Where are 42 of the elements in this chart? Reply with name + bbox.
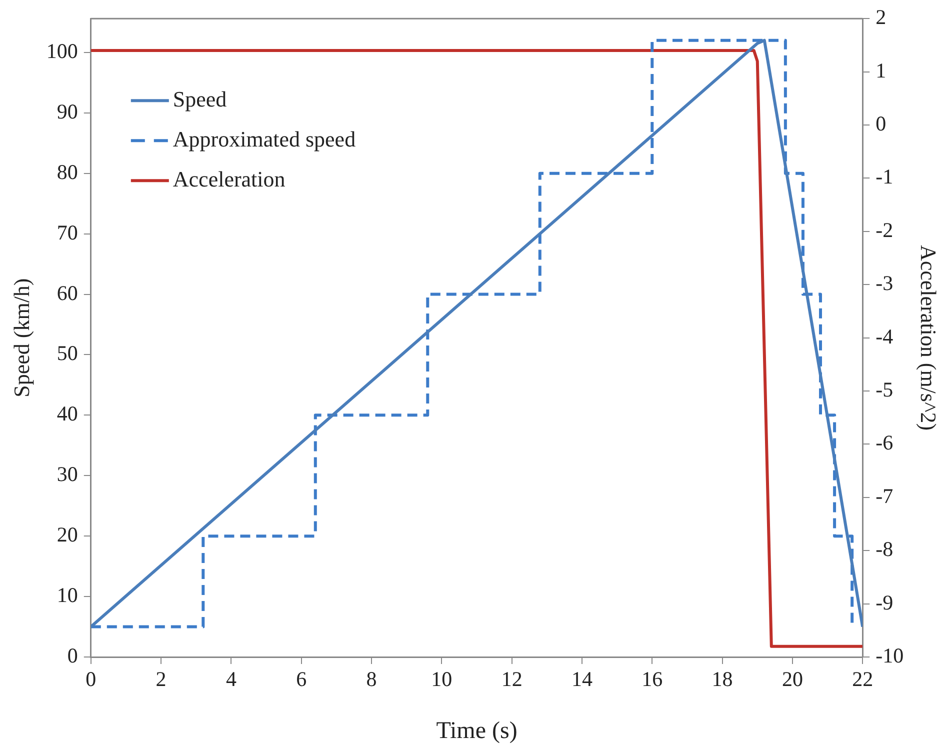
y2-tick-label: 1 — [876, 58, 886, 82]
legend-label: Speed — [172, 86, 227, 112]
x-tick-label: 6 — [296, 667, 307, 692]
y2-tick-label: -8 — [876, 537, 894, 562]
y-tick-label: 20 — [56, 522, 78, 547]
legend-label: Acceleration — [172, 166, 286, 192]
y-tick-label: 80 — [56, 160, 78, 184]
y2-axis-title: Acceleration (m/s^2) — [916, 244, 942, 431]
y2-tick-label: 0 — [876, 112, 886, 136]
y2-tick-label: -9 — [876, 590, 894, 614]
y-tick-label: 30 — [56, 462, 78, 486]
legend-label: Approximated speed — [172, 126, 356, 152]
y2-tick-label: -3 — [876, 271, 894, 296]
x-tick-label: 10 — [431, 667, 452, 692]
y-tick-label: 10 — [56, 583, 78, 608]
x-tick-label: 14 — [571, 667, 593, 692]
x-tick-label: 20 — [782, 667, 803, 692]
y-axis-title: Speed (km/h) — [8, 278, 34, 398]
x-tick-label: 22 — [852, 667, 874, 692]
x-tick-label: 0 — [86, 667, 96, 692]
y2-tick-label: -1 — [876, 164, 894, 189]
y2-tick-label: -10 — [876, 644, 904, 668]
y-tick-label: 70 — [56, 220, 78, 244]
y2-tick-label: -5 — [876, 378, 894, 402]
y2-tick-label: -4 — [876, 324, 894, 348]
x-tick-label: 18 — [712, 667, 733, 692]
x-tick-label: 4 — [226, 667, 237, 692]
y2-tick-label: 2 — [876, 5, 886, 30]
y-tick-label: 60 — [56, 280, 78, 305]
y2-tick-label: -2 — [876, 218, 894, 242]
y-tick-label: 100 — [46, 38, 78, 63]
y2-tick-label: -7 — [876, 484, 894, 508]
y-tick-label: 0 — [67, 644, 78, 668]
x-tick-label: 16 — [642, 667, 663, 692]
y-tick-label: 90 — [56, 99, 78, 124]
y-tick-label: 40 — [56, 402, 78, 426]
x-tick-label: 12 — [501, 667, 522, 692]
y-tick-label: 50 — [56, 341, 78, 366]
y2-tick-label: -6 — [876, 430, 894, 455]
x-tick-label: 8 — [366, 667, 377, 692]
x-tick-label: 2 — [156, 667, 166, 692]
x-axis-title: Time (s) — [436, 718, 518, 744]
